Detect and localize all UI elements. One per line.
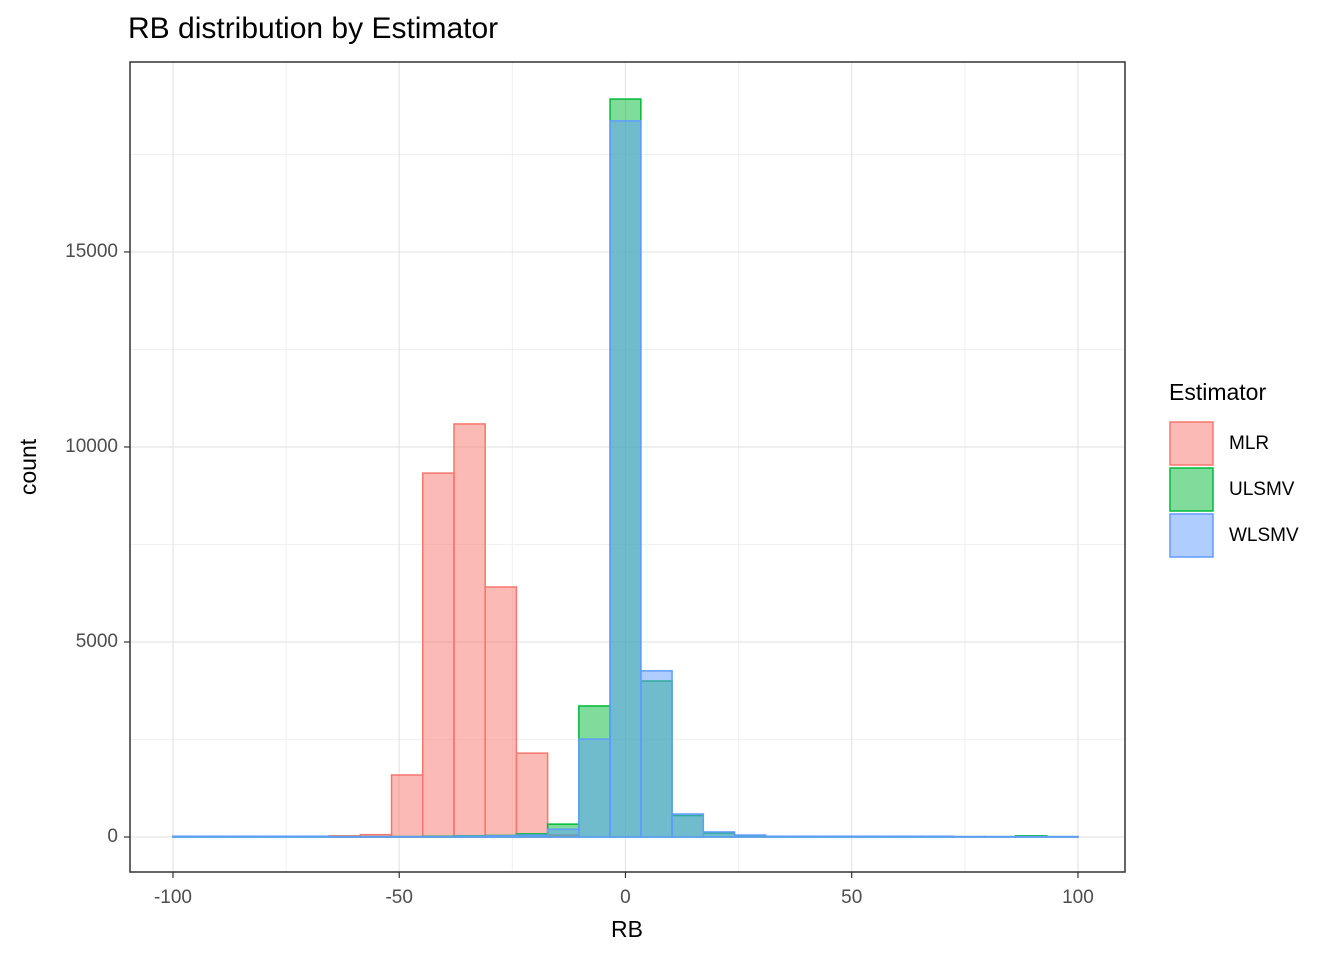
y-axis-title: count <box>15 438 41 495</box>
y-tick-label: 10000 <box>65 436 118 457</box>
bar <box>796 835 829 838</box>
bar <box>546 828 580 838</box>
bar <box>297 835 330 838</box>
bar <box>640 670 673 838</box>
bar <box>671 813 705 838</box>
y-tick-label: 0 <box>107 826 118 847</box>
bar <box>484 835 518 838</box>
x-axis-title: RB <box>611 916 643 942</box>
x-tick-label: -100 <box>154 887 192 908</box>
bar <box>172 835 205 838</box>
chart-title: RB distribution by Estimator <box>128 12 498 45</box>
bar <box>764 835 798 838</box>
x-tick-label: 50 <box>841 887 862 908</box>
bar <box>827 835 861 838</box>
bar <box>921 835 954 838</box>
bar <box>234 835 268 838</box>
legend-title: Estimator <box>1169 379 1266 405</box>
y-tick-label: 5000 <box>76 631 118 652</box>
bar <box>733 834 767 838</box>
bar <box>578 738 611 838</box>
bar <box>515 752 549 838</box>
bar <box>702 831 736 838</box>
bar <box>453 835 486 838</box>
bar <box>390 774 424 838</box>
bar <box>889 835 923 838</box>
legend-key <box>1169 467 1214 512</box>
legend-label: MLR <box>1229 433 1269 454</box>
legend-key <box>1169 513 1214 558</box>
legend-label: WLSMV <box>1229 525 1299 546</box>
x-tick-label: 100 <box>1062 887 1094 908</box>
legend-label: ULSMV <box>1229 479 1295 500</box>
bar <box>515 834 549 838</box>
bar <box>484 586 518 838</box>
bar <box>203 835 237 838</box>
bar <box>265 835 299 838</box>
bar <box>453 423 486 838</box>
legend-key <box>1169 421 1214 466</box>
x-tick-label: -50 <box>385 887 412 908</box>
bar <box>609 120 642 838</box>
bar <box>858 835 892 838</box>
bar <box>422 472 455 838</box>
panel-border <box>129 61 1126 873</box>
y-tick-label: 15000 <box>65 241 118 262</box>
x-tick-label: 0 <box>620 887 631 908</box>
